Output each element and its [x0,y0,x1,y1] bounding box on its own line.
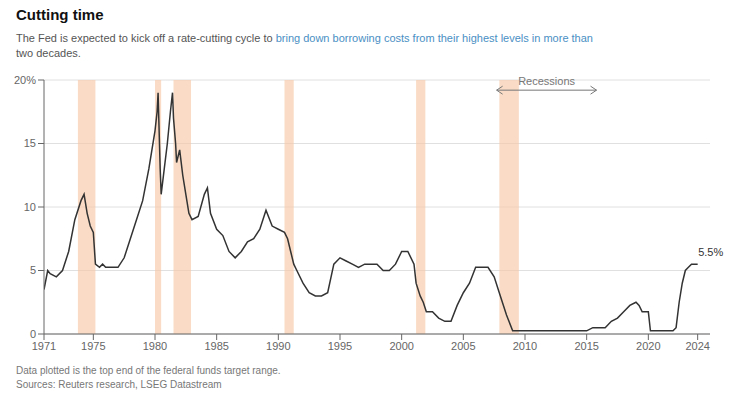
svg-text:2010: 2010 [513,340,537,352]
svg-text:2024: 2024 [685,340,709,352]
svg-text:2020: 2020 [636,340,660,352]
svg-text:1985: 1985 [204,340,228,352]
svg-text:Recessions: Recessions [518,75,575,87]
svg-text:20%: 20% [14,74,36,86]
svg-text:2015: 2015 [574,340,598,352]
svg-text:1995: 1995 [328,340,352,352]
svg-text:1980: 1980 [143,340,167,352]
svg-text:5: 5 [30,264,36,276]
svg-text:15: 15 [24,137,36,149]
svg-text:10: 10 [24,201,36,213]
svg-text:2000: 2000 [389,340,413,352]
svg-text:2005: 2005 [451,340,475,352]
html-text:two decades.: two decades. [16,47,81,59]
svg-text:5.5%: 5.5% [698,246,723,258]
html-text:The Fed is expected to kick of: The Fed is expected to kick off a rate-c… [16,32,593,44]
html-text:Cutting time: Cutting time [16,6,104,23]
svg-text:1975: 1975 [81,340,105,352]
html-text:Data plotted is the top end of: Data plotted is the top end of the feder… [16,365,281,376]
svg-text:1990: 1990 [266,340,290,352]
svg-text:0: 0 [30,328,36,340]
html-text:Sources: Reuters research, LSE: Sources: Reuters research, LSEG Datastre… [16,379,222,390]
svg-text:1971: 1971 [32,340,56,352]
